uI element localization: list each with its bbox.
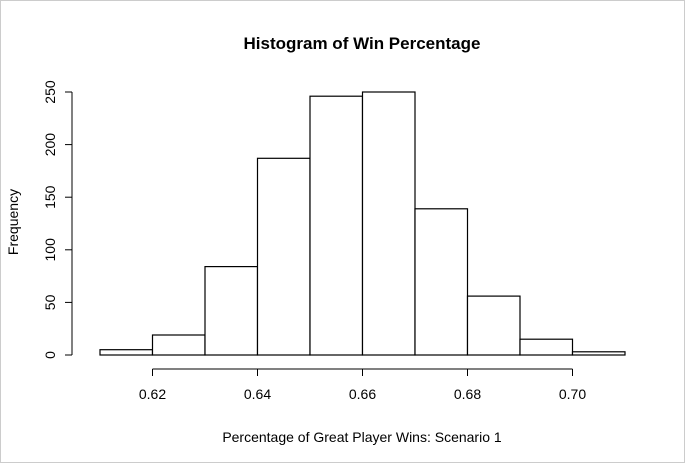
y-tick-label: 250 <box>42 80 58 104</box>
histogram-bar-3 <box>204 266 259 356</box>
x-axis: 0.62 0.64 0.66 0.68 0.70 <box>139 368 586 402</box>
y-tick-label: 50 <box>42 294 58 310</box>
histogram-bar-6 <box>361 91 416 356</box>
histogram-bar-5 <box>309 95 364 356</box>
y-tick-label: 100 <box>42 238 58 262</box>
chart-title: Histogram of Win Percentage <box>244 34 481 53</box>
bars-group <box>99 91 626 356</box>
x-tick-label: 0.68 <box>454 386 481 402</box>
y-axis-label: Frequency <box>5 189 21 255</box>
histogram-bar-10 <box>571 351 626 356</box>
histogram-bar-8 <box>466 295 521 356</box>
x-tick-label: 0.62 <box>139 386 166 402</box>
y-axis: 0 50 100 150 200 250 <box>42 80 73 359</box>
histogram-bar-2 <box>151 334 206 356</box>
x-tick-label: 0.70 <box>559 386 586 402</box>
y-tick-label: 200 <box>42 133 58 157</box>
histogram-bar-9 <box>519 338 574 356</box>
x-tick-label: 0.64 <box>244 386 271 402</box>
histogram-bar-1 <box>99 349 154 356</box>
x-tick-label: 0.66 <box>349 386 376 402</box>
histogram-bar-7 <box>414 208 469 356</box>
histogram-bar-4 <box>256 157 311 356</box>
y-tick-label: 0 <box>42 351 58 359</box>
y-tick-label: 150 <box>42 185 58 209</box>
x-axis-label: Percentage of Great Player Wins: Scenari… <box>222 429 502 445</box>
